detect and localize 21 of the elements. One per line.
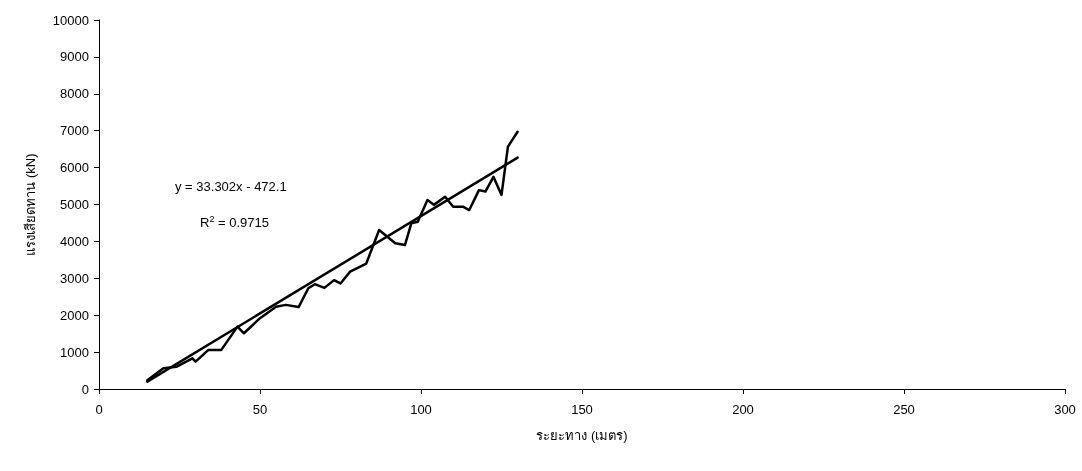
x-tick-label: 150 — [571, 402, 593, 417]
y-tick-label: 7000 — [60, 123, 89, 139]
y-tick-label: 6000 — [60, 160, 89, 176]
y-tick-label: 3000 — [60, 270, 89, 286]
x-tick-label: 250 — [893, 402, 915, 417]
y-tick-label: 8000 — [60, 86, 89, 102]
annotation: y = 33.302x - 472.1 — [175, 179, 287, 194]
x-tick-label: 300 — [1054, 402, 1076, 417]
x-tick-label: 200 — [732, 402, 754, 417]
x-axis-title: ระยะทาง (เมตร) — [536, 428, 628, 443]
y-tick-label: 9000 — [60, 49, 89, 65]
y-tick-label: 4000 — [60, 233, 89, 249]
y-tick-label: 2000 — [60, 307, 89, 323]
y-tick-label: 0 — [81, 381, 89, 397]
y-tick-label: 5000 — [60, 197, 89, 212]
y-axis-title: แรงเสียดทาน (kN) — [23, 153, 38, 256]
y-tick-label: 10000 — [52, 12, 89, 28]
x-tick-label: 100 — [410, 402, 432, 417]
y-tick-label: 1000 — [60, 344, 89, 360]
x-tick-label: 0 — [95, 402, 103, 417]
x-tick-label: 50 — [252, 402, 268, 417]
